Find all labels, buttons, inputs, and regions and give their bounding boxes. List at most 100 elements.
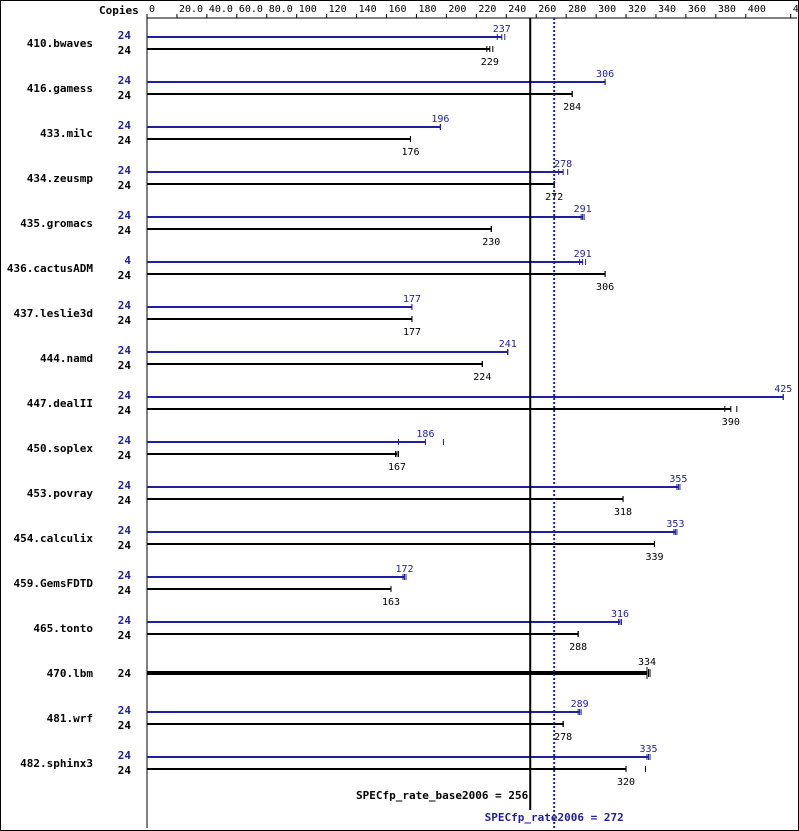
x-tick-label: 240 <box>508 4 526 15</box>
benchmark-label: 470.lbm <box>47 667 94 680</box>
x-tick-label: 220 <box>478 4 496 15</box>
peak-value-label: 355 <box>669 474 687 485</box>
benchmark-label: 410.bwaves <box>27 37 93 50</box>
base-value-label: 230 <box>482 237 500 248</box>
x-tick-label: 120 <box>329 4 347 15</box>
peak-copies-label: 24 <box>118 704 132 717</box>
peak-copies-label: 24 <box>118 344 132 357</box>
benchmark-label: 437.leslie3d <box>14 307 93 320</box>
peak-value-label: 177 <box>403 294 421 305</box>
base-value-label: 306 <box>596 282 614 293</box>
base-value-label: 167 <box>388 462 406 473</box>
benchmark-label: 459.GemsFDTD <box>14 577 94 590</box>
peak-copies-label: 24 <box>118 569 132 582</box>
base-value-label: 318 <box>614 507 632 518</box>
base-copies-label: 24 <box>118 539 132 552</box>
peak-value-label: 316 <box>611 609 629 620</box>
base-reference-label: SPECfp_rate_base2006 = 256 <box>356 789 529 802</box>
base-value-label: 288 <box>569 642 587 653</box>
x-tick-label: 80.0 <box>269 4 293 15</box>
base-value-label: 176 <box>401 147 419 158</box>
x-tick-label: 20.0 <box>179 4 203 15</box>
peak-value-label: 291 <box>574 204 592 215</box>
peak-copies-label: 4 <box>124 254 131 267</box>
base-copies-label: 24 <box>118 269 132 282</box>
x-tick-label: 400 <box>748 4 766 15</box>
x-tick-label: 60.0 <box>239 4 263 15</box>
benchmark-label: 436.cactusADM <box>7 262 93 275</box>
x-tick-label: 100 <box>299 4 317 15</box>
x-tick-label: 0 <box>149 4 155 15</box>
peak-value-label: 291 <box>574 249 592 260</box>
peak-value-label: 353 <box>666 519 684 530</box>
base-copies-label: 24 <box>118 449 132 462</box>
x-tick-label: 340 <box>658 4 676 15</box>
peak-value-label: 335 <box>639 744 657 755</box>
base-copies-label: 24 <box>118 134 132 147</box>
benchmark-label: 481.wrf <box>47 712 93 725</box>
peak-copies-label: 24 <box>118 119 132 132</box>
benchmark-label: 447.dealII <box>27 397 93 410</box>
base-value-label: 224 <box>473 372 491 383</box>
peak-value-label: 425 <box>774 384 792 395</box>
x-tick-label: 360 <box>688 4 706 15</box>
peak-copies-label: 24 <box>118 434 132 447</box>
base-value-label: 177 <box>403 327 421 338</box>
x-tick-label: 430 <box>793 4 799 15</box>
base-value-label: 272 <box>545 192 563 203</box>
benchmark-label: 454.calculix <box>14 532 94 545</box>
x-tick-label: 380 <box>718 4 736 15</box>
x-tick-label: 260 <box>538 4 556 15</box>
base-value-label: 390 <box>722 417 740 428</box>
peak-value-label: 196 <box>431 114 449 125</box>
base-copies-label: 24 <box>118 359 132 372</box>
base-copies-label: 24 <box>118 584 132 597</box>
benchmark-label: 444.namd <box>40 352 93 365</box>
base-copies-label: 24 <box>118 44 132 57</box>
peak-copies-label: 24 <box>118 209 132 222</box>
benchmark-label: 453.povray <box>27 487 94 500</box>
x-tick-label: 200 <box>448 4 466 15</box>
peak-value-label: 186 <box>416 429 434 440</box>
base-copies-label: 24 <box>118 719 132 732</box>
peak-copies-label: 24 <box>118 524 132 537</box>
peak-copies-label: 24 <box>118 299 132 312</box>
base-value-label: 229 <box>481 57 499 68</box>
base-copies-label: 24 <box>118 667 132 680</box>
benchmark-label: 433.milc <box>40 127 93 140</box>
base-copies-label: 24 <box>118 629 132 642</box>
base-copies-label: 24 <box>118 89 132 102</box>
peak-copies-label: 24 <box>118 749 132 762</box>
base-copies-label: 24 <box>118 764 132 777</box>
peak-value-label: 237 <box>493 24 511 35</box>
peak-copies-label: 24 <box>118 74 132 87</box>
benchmark-label: 434.zeusmp <box>27 172 94 185</box>
peak-value-label: 289 <box>571 699 589 710</box>
base-value-label: 278 <box>554 732 572 743</box>
peak-value-label: 172 <box>395 564 413 575</box>
base-copies-label: 24 <box>118 404 132 417</box>
base-copies-label: 24 <box>118 179 132 192</box>
benchmark-label: 482.sphinx3 <box>20 757 93 770</box>
base-value-label: 163 <box>382 597 400 608</box>
base-value-label: 284 <box>563 102 581 113</box>
x-tick-label: 160 <box>389 4 407 15</box>
base-value-label: 339 <box>645 552 663 563</box>
base-value-label: 320 <box>617 777 635 788</box>
benchmark-label: 450.soplex <box>27 442 94 455</box>
benchmark-label: 416.gamess <box>27 82 93 95</box>
peak-copies-label: 24 <box>118 479 132 492</box>
x-tick-label: 320 <box>628 4 646 15</box>
x-tick-label: 140 <box>359 4 377 15</box>
x-tick-label: 180 <box>418 4 436 15</box>
x-tick-label: 280 <box>568 4 586 15</box>
copies-header: Copies <box>99 4 139 17</box>
peak-value-label: 306 <box>596 69 614 80</box>
peak-value-label: 241 <box>499 339 517 350</box>
base-copies-label: 24 <box>118 494 132 507</box>
peak-reference-label: SPECfp_rate2006 = 272 <box>485 811 624 824</box>
peak-copies-label: 24 <box>118 614 132 627</box>
peak-copies-label: 24 <box>118 164 132 177</box>
peak-copies-label: 24 <box>118 389 132 402</box>
